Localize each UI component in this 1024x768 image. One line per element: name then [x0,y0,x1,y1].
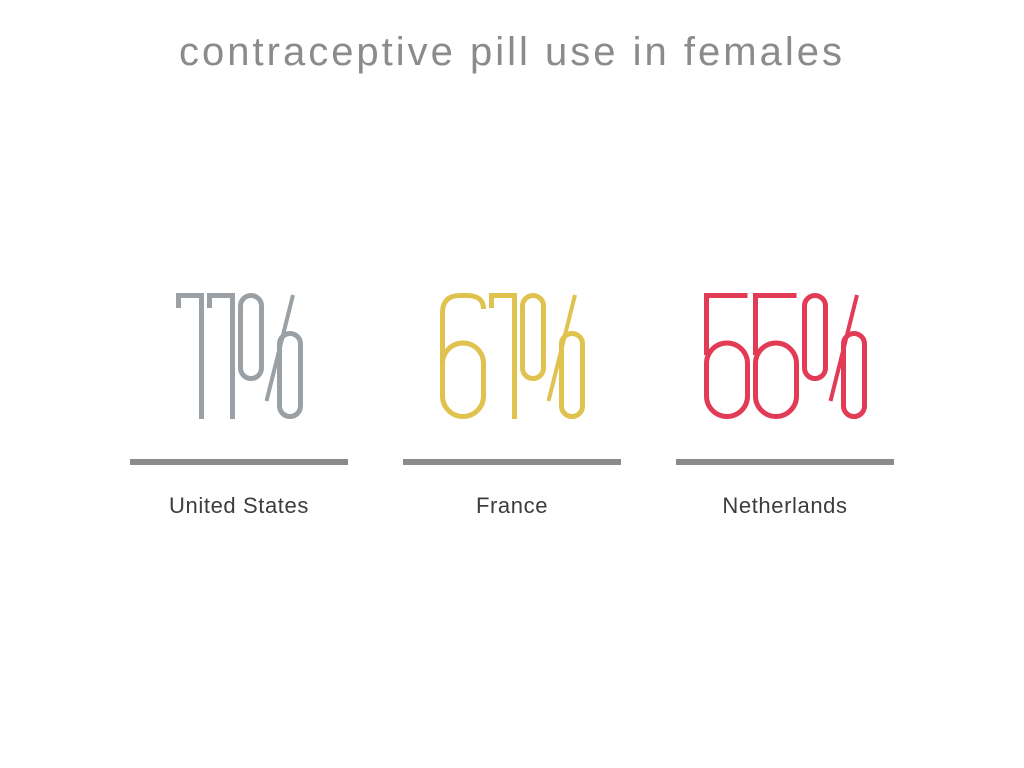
page-title: contraceptive pill use in females [179,30,845,74]
digit-5-glyph [703,293,750,419]
percent-sign-glyph [801,293,867,419]
stat-label: Netherlands [722,493,848,518]
stat-label: France [475,493,549,518]
digit-6-glyph [439,293,486,419]
stat-value-figure [703,293,867,419]
stats-row: United States France Netherlands [130,293,894,519]
stat-divider-line [676,459,894,465]
stat-label: United States [169,493,309,518]
stat-divider-line [403,459,621,465]
stat-column-netherlands: Netherlands [676,293,894,519]
stat-value-figure [439,293,585,419]
digit-5-glyph [752,293,799,419]
digit-1-glyph [206,293,235,419]
stat-column-france: France [403,293,621,519]
stat-column-united-states: United States [130,293,348,519]
stat-divider-line [130,459,348,465]
percent-sign-glyph [237,293,303,419]
digit-1-glyph [488,293,517,419]
digit-1-glyph [175,293,204,419]
stat-value-figure [175,293,303,419]
percent-sign-glyph [519,293,585,419]
